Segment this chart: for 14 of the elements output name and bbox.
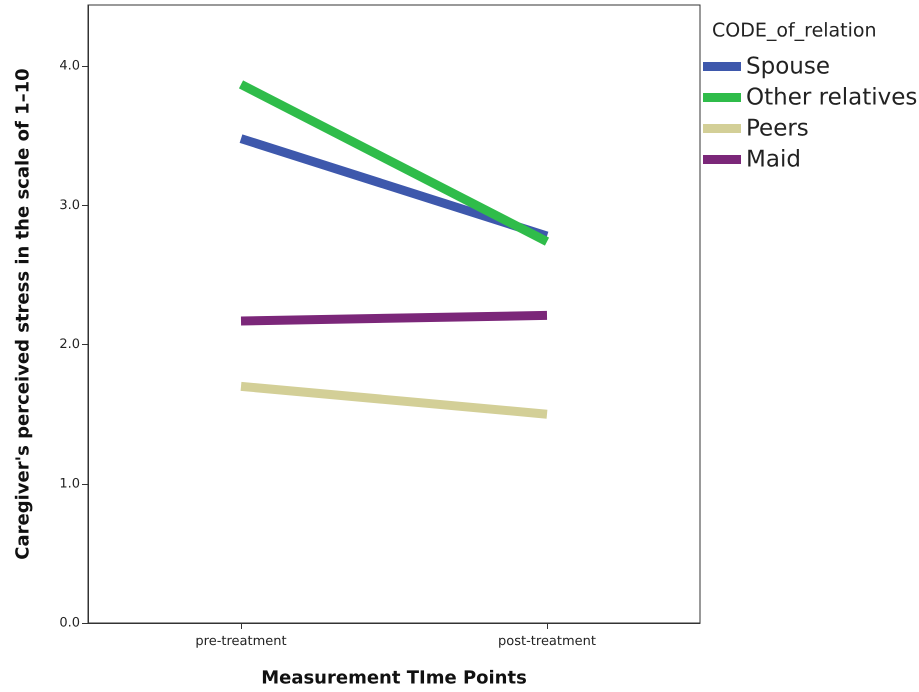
legend-label: Peers	[746, 116, 809, 142]
legend-label: Other relatives	[746, 84, 918, 110]
x-tick-label: post-treatment	[498, 634, 596, 649]
y-tick-label: 4.0	[59, 58, 80, 74]
y-axis-title: Caregiver's perceived stress in the scale of 1–10	[12, 68, 34, 560]
y-tick-label: 2.0	[59, 337, 80, 352]
legend-label: Maid	[746, 146, 801, 172]
y-tick-label: 3.0	[59, 198, 80, 213]
x-tick-label: pre-treatment	[195, 634, 287, 649]
x-axis-title: Measurement TIme Points	[261, 668, 527, 688]
y-tick-label: 0.0	[59, 616, 80, 630]
legend-label: Spouse	[746, 54, 830, 80]
y-tick-label: 1.0	[59, 476, 80, 492]
legend-title: CODE_of_relation	[712, 20, 877, 42]
